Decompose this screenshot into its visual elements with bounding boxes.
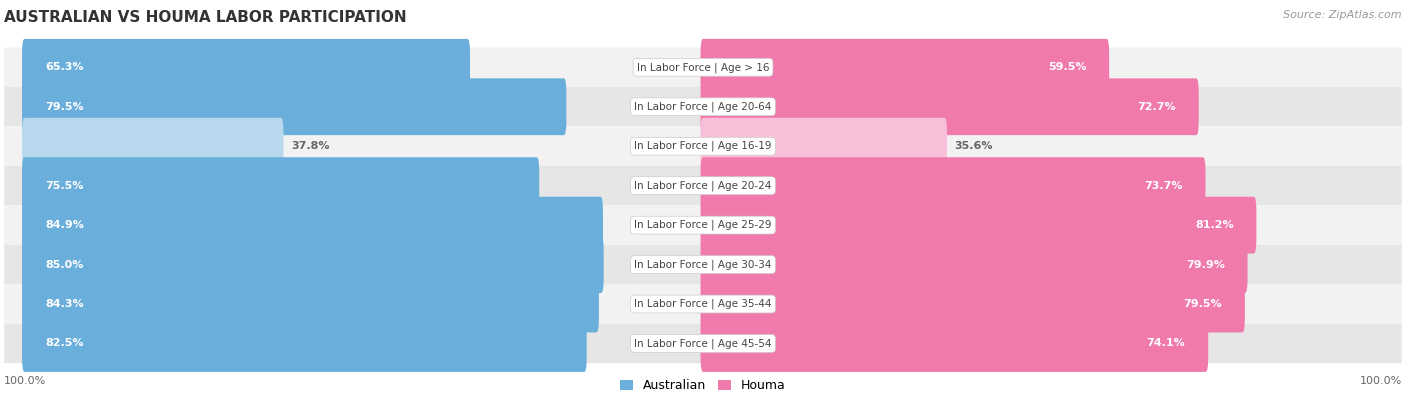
Text: 75.5%: 75.5% — [45, 181, 83, 191]
FancyBboxPatch shape — [4, 284, 1402, 324]
Text: 85.0%: 85.0% — [45, 260, 83, 269]
FancyBboxPatch shape — [700, 118, 948, 175]
Text: 84.3%: 84.3% — [45, 299, 83, 309]
Text: 79.9%: 79.9% — [1185, 260, 1225, 269]
Text: In Labor Force | Age 25-29: In Labor Force | Age 25-29 — [634, 220, 772, 230]
Text: In Labor Force | Age 35-44: In Labor Force | Age 35-44 — [634, 299, 772, 309]
Text: Source: ZipAtlas.com: Source: ZipAtlas.com — [1284, 10, 1402, 20]
Text: 84.9%: 84.9% — [45, 220, 84, 230]
Text: 100.0%: 100.0% — [4, 376, 46, 386]
FancyBboxPatch shape — [22, 157, 540, 214]
FancyBboxPatch shape — [22, 197, 603, 254]
FancyBboxPatch shape — [22, 118, 284, 175]
FancyBboxPatch shape — [700, 276, 1244, 333]
FancyBboxPatch shape — [22, 236, 603, 293]
FancyBboxPatch shape — [700, 315, 1208, 372]
FancyBboxPatch shape — [700, 236, 1247, 293]
Text: In Labor Force | Age 20-24: In Labor Force | Age 20-24 — [634, 181, 772, 191]
Text: 74.1%: 74.1% — [1147, 339, 1185, 348]
FancyBboxPatch shape — [700, 78, 1199, 135]
FancyBboxPatch shape — [4, 126, 1402, 166]
FancyBboxPatch shape — [22, 39, 470, 96]
FancyBboxPatch shape — [22, 78, 567, 135]
FancyBboxPatch shape — [700, 157, 1205, 214]
Text: In Labor Force | Age > 16: In Labor Force | Age > 16 — [637, 62, 769, 73]
Text: 79.5%: 79.5% — [45, 102, 83, 112]
Text: In Labor Force | Age 30-34: In Labor Force | Age 30-34 — [634, 260, 772, 270]
Text: 81.2%: 81.2% — [1195, 220, 1233, 230]
Text: 65.3%: 65.3% — [45, 62, 83, 72]
Text: In Labor Force | Age 45-54: In Labor Force | Age 45-54 — [634, 338, 772, 349]
FancyBboxPatch shape — [4, 87, 1402, 126]
Text: 79.5%: 79.5% — [1184, 299, 1222, 309]
Text: 35.6%: 35.6% — [955, 141, 993, 151]
Text: 73.7%: 73.7% — [1144, 181, 1182, 191]
FancyBboxPatch shape — [4, 245, 1402, 284]
FancyBboxPatch shape — [700, 39, 1109, 96]
Text: 72.7%: 72.7% — [1137, 102, 1175, 112]
Text: In Labor Force | Age 16-19: In Labor Force | Age 16-19 — [634, 141, 772, 151]
FancyBboxPatch shape — [4, 205, 1402, 245]
Text: 100.0%: 100.0% — [1360, 376, 1402, 386]
FancyBboxPatch shape — [700, 197, 1257, 254]
FancyBboxPatch shape — [22, 276, 599, 333]
Legend: Australian, Houma: Australian, Houma — [620, 379, 786, 392]
Text: AUSTRALIAN VS HOUMA LABOR PARTICIPATION: AUSTRALIAN VS HOUMA LABOR PARTICIPATION — [4, 10, 406, 25]
Text: 82.5%: 82.5% — [45, 339, 83, 348]
Text: 37.8%: 37.8% — [291, 141, 329, 151]
FancyBboxPatch shape — [4, 47, 1402, 87]
Text: 59.5%: 59.5% — [1047, 62, 1087, 72]
FancyBboxPatch shape — [4, 324, 1402, 363]
Text: In Labor Force | Age 20-64: In Labor Force | Age 20-64 — [634, 102, 772, 112]
FancyBboxPatch shape — [4, 166, 1402, 205]
FancyBboxPatch shape — [22, 315, 586, 372]
